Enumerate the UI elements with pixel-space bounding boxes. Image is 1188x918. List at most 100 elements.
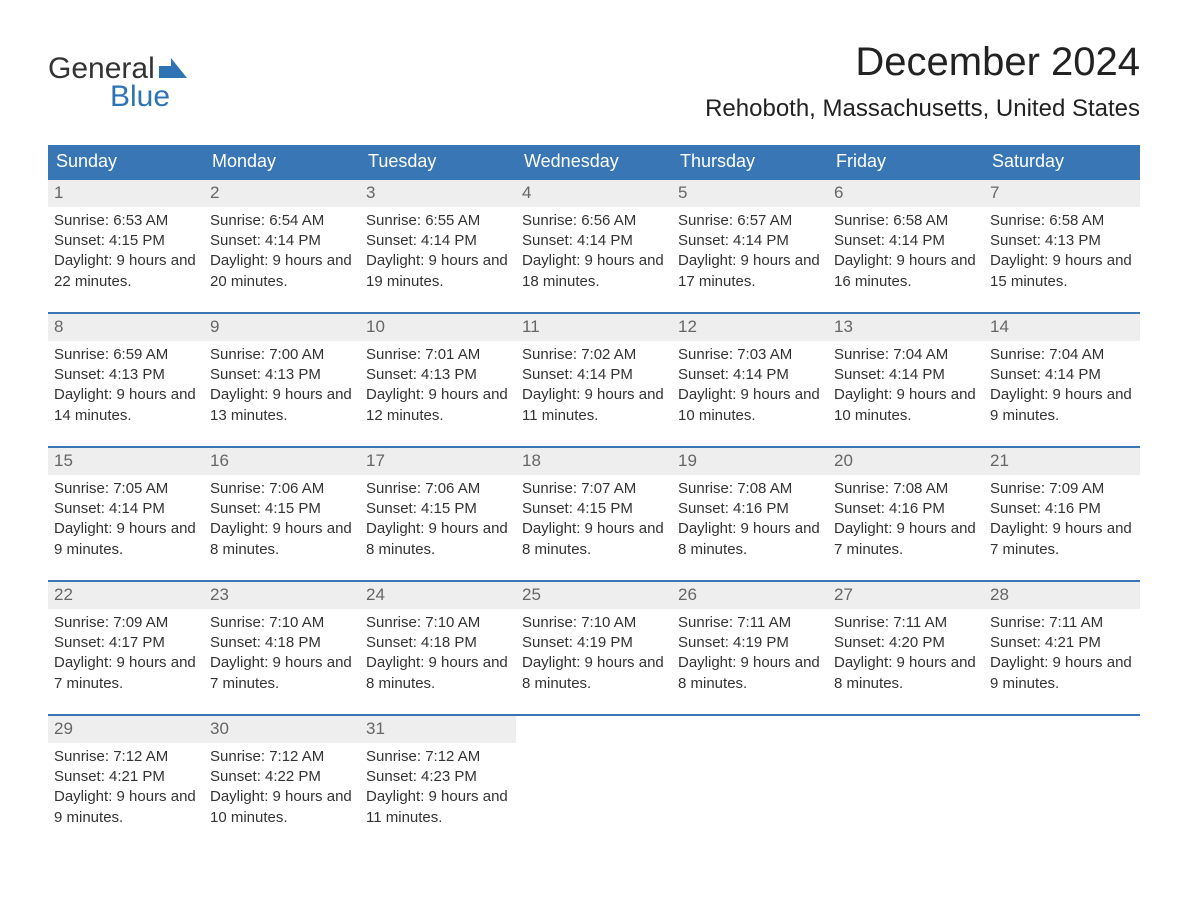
sunset-line: Sunset: 4:15 PM: [522, 499, 666, 519]
day-number: 6: [828, 180, 984, 207]
day-body: Sunrise: 7:11 AMSunset: 4:20 PMDaylight:…: [828, 609, 984, 694]
day-body: Sunrise: 7:04 AMSunset: 4:14 PMDaylight:…: [828, 341, 984, 426]
calendar-day: 6Sunrise: 6:58 AMSunset: 4:14 PMDaylight…: [828, 180, 984, 296]
calendar-day: 24Sunrise: 7:10 AMSunset: 4:18 PMDayligh…: [360, 582, 516, 698]
day-body: [828, 743, 984, 747]
sunrise-line: Sunrise: 7:08 AM: [834, 479, 978, 499]
calendar-day: 25Sunrise: 7:10 AMSunset: 4:19 PMDayligh…: [516, 582, 672, 698]
sunset-line: Sunset: 4:23 PM: [366, 767, 510, 787]
day-number: 11: [516, 314, 672, 341]
calendar: SundayMondayTuesdayWednesdayThursdayFrid…: [48, 145, 1140, 832]
daylight-line: Daylight: 9 hours and 11 minutes.: [522, 385, 666, 426]
sunset-line: Sunset: 4:14 PM: [522, 365, 666, 385]
calendar-day: 9Sunrise: 7:00 AMSunset: 4:13 PMDaylight…: [204, 314, 360, 430]
sunset-line: Sunset: 4:13 PM: [366, 365, 510, 385]
day-number: 1: [48, 180, 204, 207]
day-body: Sunrise: 7:08 AMSunset: 4:16 PMDaylight:…: [828, 475, 984, 560]
calendar-day: 26Sunrise: 7:11 AMSunset: 4:19 PMDayligh…: [672, 582, 828, 698]
calendar-day: .: [984, 716, 1140, 832]
daylight-line: Daylight: 9 hours and 18 minutes.: [522, 251, 666, 292]
sunrise-line: Sunrise: 7:00 AM: [210, 345, 354, 365]
daylight-line: Daylight: 9 hours and 15 minutes.: [990, 251, 1134, 292]
day-body: Sunrise: 7:05 AMSunset: 4:14 PMDaylight:…: [48, 475, 204, 560]
calendar-day: 29Sunrise: 7:12 AMSunset: 4:21 PMDayligh…: [48, 716, 204, 832]
daylight-line: Daylight: 9 hours and 8 minutes.: [834, 653, 978, 694]
day-body: Sunrise: 7:10 AMSunset: 4:18 PMDaylight:…: [204, 609, 360, 694]
sunrise-line: Sunrise: 7:03 AM: [678, 345, 822, 365]
calendar-day: .: [516, 716, 672, 832]
sunset-line: Sunset: 4:15 PM: [210, 499, 354, 519]
calendar-day: 27Sunrise: 7:11 AMSunset: 4:20 PMDayligh…: [828, 582, 984, 698]
day-number: 23: [204, 582, 360, 609]
day-number: 10: [360, 314, 516, 341]
sunrise-line: Sunrise: 7:01 AM: [366, 345, 510, 365]
day-number: 22: [48, 582, 204, 609]
calendar-day: 14 Sunrise: 7:04 AMSunset: 4:14 PMDayligh…: [984, 314, 1140, 430]
day-body: Sunrise: 6:56 AMSunset: 4:14 PMDaylight:…: [516, 207, 672, 292]
calendar-week: 8Sunrise: 6:59 AMSunset: 4:13 PMDaylight…: [48, 312, 1140, 430]
calendar-day: .: [672, 716, 828, 832]
calendar-header-cell: Saturday: [984, 145, 1140, 178]
calendar-day: 15Sunrise: 7:05 AMSunset: 4:14 PMDayligh…: [48, 448, 204, 564]
calendar-day: 12Sunrise: 7:03 AMSunset: 4:14 PMDayligh…: [672, 314, 828, 430]
sunrise-line: Sunrise: 6:58 AM: [834, 211, 978, 231]
calendar-day: 17Sunrise: 7:06 AMSunset: 4:15 PMDayligh…: [360, 448, 516, 564]
daylight-line: Daylight: 9 hours and 14 minutes.: [54, 385, 198, 426]
location: Rehoboth, Massachusetts, United States: [705, 95, 1140, 123]
daylight-line: Daylight: 9 hours and 17 minutes.: [678, 251, 822, 292]
day-number: 27: [828, 582, 984, 609]
sunset-line: Sunset: 4:16 PM: [990, 499, 1134, 519]
sunset-line: Sunset: 4:15 PM: [54, 231, 198, 251]
sunrise-line: Sunrise: 6:56 AM: [522, 211, 666, 231]
top-row: General Blue December 2024 Rehoboth, Mas…: [48, 40, 1140, 137]
sunrise-line: Sunrise: 7:11 AM: [678, 613, 822, 633]
day-body: Sunrise: 7:09 AMSunset: 4:17 PMDaylight:…: [48, 609, 204, 694]
calendar-day: 3Sunrise: 6:55 AMSunset: 4:14 PMDaylight…: [360, 180, 516, 296]
day-number: 3: [360, 180, 516, 207]
month-title: December 2024: [705, 40, 1140, 85]
day-body: Sunrise: 6:55 AMSunset: 4:14 PMDaylight:…: [360, 207, 516, 292]
daylight-line: Daylight: 9 hours and 9 minutes.: [990, 385, 1134, 426]
day-body: Sunrise: 7:06 AMSunset: 4:15 PMDaylight:…: [204, 475, 360, 560]
calendar-day: 19Sunrise: 7:08 AMSunset: 4:16 PMDayligh…: [672, 448, 828, 564]
day-number: 20: [828, 448, 984, 475]
sunrise-line: Sunrise: 7:11 AM: [834, 613, 978, 633]
day-number: 4: [516, 180, 672, 207]
daylight-line: Daylight: 9 hours and 9 minutes.: [54, 519, 198, 560]
calendar-day: 1Sunrise: 6:53 AMSunset: 4:15 PMDaylight…: [48, 180, 204, 296]
sunset-line: Sunset: 4:15 PM: [366, 499, 510, 519]
day-number: .: [672, 716, 828, 743]
day-body: Sunrise: 7:00 AMSunset: 4:13 PMDaylight:…: [204, 341, 360, 426]
daylight-line: Daylight: 9 hours and 8 minutes.: [678, 653, 822, 694]
title-block: December 2024 Rehoboth, Massachusetts, U…: [705, 40, 1140, 137]
day-number: 9: [204, 314, 360, 341]
day-number: 21: [984, 448, 1140, 475]
day-number: 15: [48, 448, 204, 475]
day-number: 24: [360, 582, 516, 609]
day-number: 18: [516, 448, 672, 475]
calendar-day: 18Sunrise: 7:07 AMSunset: 4:15 PMDayligh…: [516, 448, 672, 564]
calendar-header-cell: Tuesday: [360, 145, 516, 178]
day-number: 16: [204, 448, 360, 475]
sunset-line: Sunset: 4:19 PM: [678, 633, 822, 653]
day-body: Sunrise: 6:58 AMSunset: 4:13 PMDaylight:…: [984, 207, 1140, 292]
sunrise-line: Sunrise: 7:08 AM: [678, 479, 822, 499]
day-body: Sunrise: 7:09 AMSunset: 4:16 PMDaylight:…: [984, 475, 1140, 560]
sunset-line: Sunset: 4:13 PM: [54, 365, 198, 385]
calendar-day: 23Sunrise: 7:10 AMSunset: 4:18 PMDayligh…: [204, 582, 360, 698]
sunrise-line: Sunrise: 6:58 AM: [990, 211, 1134, 231]
calendar-day: 4Sunrise: 6:56 AMSunset: 4:14 PMDaylight…: [516, 180, 672, 296]
sunset-line: Sunset: 4:16 PM: [678, 499, 822, 519]
sunset-line: Sunset: 4:22 PM: [210, 767, 354, 787]
daylight-line: Daylight: 9 hours and 7 minutes.: [990, 519, 1134, 560]
calendar-header-cell: Sunday: [48, 145, 204, 178]
daylight-line: Daylight: 9 hours and 9 minutes.: [990, 653, 1134, 694]
sunset-line: Sunset: 4:14 PM: [990, 365, 1134, 385]
calendar-header-cell: Wednesday: [516, 145, 672, 178]
day-number: 14: [984, 314, 1140, 341]
sunrise-line: Sunrise: 7:09 AM: [54, 613, 198, 633]
sunset-line: Sunset: 4:14 PM: [678, 365, 822, 385]
calendar-day: 10Sunrise: 7:01 AMSunset: 4:13 PMDayligh…: [360, 314, 516, 430]
day-body: Sunrise: 7:07 AMSunset: 4:15 PMDaylight:…: [516, 475, 672, 560]
sunrise-line: Sunrise: 7:04 AM: [990, 345, 1134, 365]
